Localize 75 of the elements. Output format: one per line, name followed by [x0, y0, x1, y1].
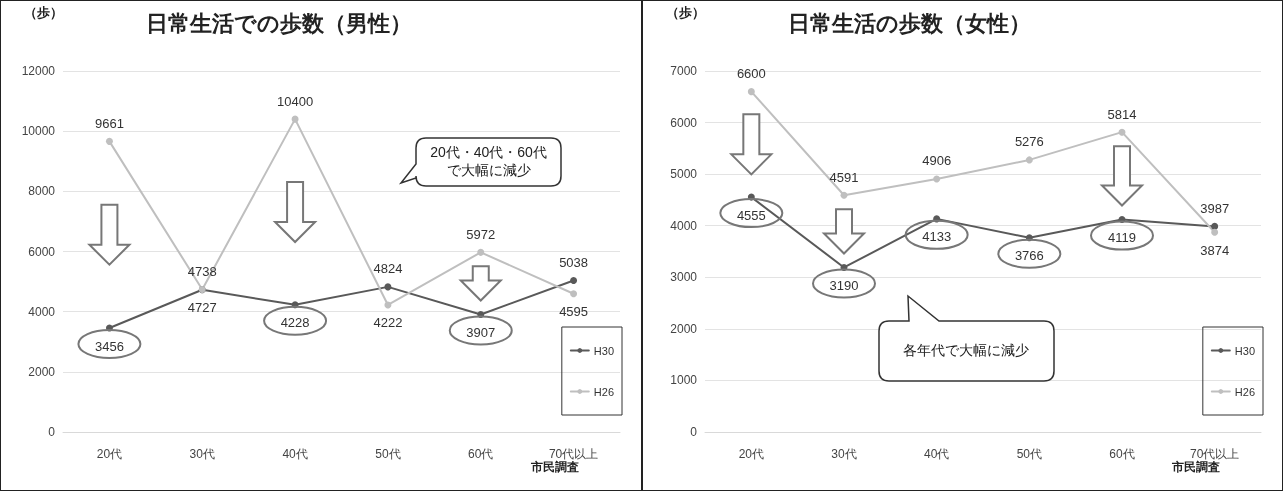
data-label: 3190 — [829, 277, 858, 293]
legend-label: H30 — [1234, 344, 1255, 357]
y-tick-label: 8000 — [28, 184, 56, 199]
y-tick-label: 0 — [689, 425, 697, 439]
data-label: 5038 — [559, 254, 589, 270]
data-label: 9661 — [94, 115, 124, 131]
data-label: 4824 — [373, 261, 403, 277]
y-tick-label: 6000 — [669, 115, 697, 130]
y-tick-label: 1000 — [669, 373, 697, 388]
data-label: 3874 — [1199, 242, 1229, 258]
point — [570, 276, 578, 284]
y-tick-label: 4000 — [28, 304, 56, 319]
y-tick-label: 12000 — [21, 64, 56, 78]
point — [1025, 156, 1033, 164]
data-label: 4222 — [373, 315, 403, 331]
x-tick-label: 70代以上 — [1189, 447, 1239, 461]
point — [570, 290, 578, 298]
x-tick-label: 70代以上 — [548, 447, 599, 461]
x-tick-label: 60代 — [468, 447, 494, 461]
text: 市民調査 — [530, 459, 579, 476]
point — [384, 283, 392, 291]
data-label: 4119 — [1107, 230, 1136, 246]
y-axis-title: （歩） — [24, 5, 63, 20]
y-tick-label: 7000 — [669, 64, 697, 78]
y-tick-label: 4000 — [669, 218, 697, 233]
x-tick-label: 40代 — [282, 447, 308, 461]
data-label: 5972 — [466, 226, 496, 242]
point — [932, 175, 940, 183]
data-label: 6600 — [736, 66, 766, 82]
legend-label: H30 — [593, 344, 615, 357]
data-label: 3987 — [1199, 200, 1229, 216]
y-tick-label: 2000 — [669, 321, 697, 336]
legend-label: H26 — [593, 385, 615, 398]
data-label: 4591 — [829, 169, 858, 185]
data-label: 4727 — [187, 300, 217, 316]
point — [1210, 228, 1218, 236]
point — [291, 115, 299, 123]
point — [840, 191, 847, 199]
chart-title: 日常生活の歩数（女性） — [787, 10, 1031, 36]
legend-label: H26 — [1234, 385, 1255, 398]
data-label: 3766 — [1014, 248, 1044, 264]
data-label: 4228 — [280, 315, 310, 331]
y-tick-label: 2000 — [28, 364, 56, 379]
data-label: 5814 — [1107, 106, 1136, 122]
y-tick-label: 10000 — [21, 124, 56, 139]
data-label: 4595 — [559, 304, 589, 320]
chart-title: 日常生活での歩数（男性） — [146, 10, 412, 36]
x-tick-label: 50代 — [375, 447, 401, 461]
x-tick-label: 40代 — [923, 447, 949, 461]
point — [477, 248, 485, 256]
y-tick-label: 0 — [48, 425, 56, 439]
x-tick-label: 20代 — [96, 447, 123, 461]
y-tick-label: 3000 — [669, 270, 697, 285]
data-label: 5276 — [1014, 134, 1044, 150]
data-label: 10400 — [277, 93, 314, 109]
y-tick-label: 6000 — [28, 244, 56, 259]
annotation: 20代・40代・60代で大幅に減少 — [429, 143, 548, 180]
y-tick-label: 5000 — [669, 167, 697, 182]
y-axis-title: （歩） — [665, 5, 705, 20]
point — [105, 137, 113, 145]
data-label: 4555 — [736, 207, 766, 223]
data-label: 3907 — [466, 324, 496, 340]
x-tick-label: 30代 — [830, 447, 857, 461]
x-tick-label: 50代 — [1016, 447, 1042, 461]
x-tick-label: 20代 — [738, 447, 764, 461]
data-label: 3456 — [94, 338, 124, 354]
text: 市民調査 — [1172, 459, 1220, 476]
point — [747, 88, 755, 96]
annotation: 各年代で大幅に減少 — [902, 341, 1030, 360]
point — [1210, 222, 1218, 230]
data-label: 4906 — [921, 153, 951, 169]
data-label: 4133 — [921, 229, 951, 245]
x-tick-label: 30代 — [189, 447, 215, 461]
x-tick-label: 60代 — [1108, 447, 1135, 461]
data-label: 4738 — [187, 263, 217, 279]
